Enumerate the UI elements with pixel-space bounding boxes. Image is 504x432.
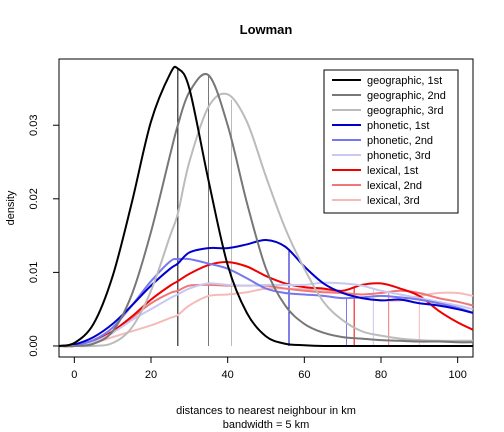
x-tick-label: 0 (71, 369, 77, 381)
plot-frame (58, 58, 474, 358)
legend-label-5: phonetic, 3rd (367, 150, 431, 162)
axis-ticks (53, 124, 459, 363)
legend-label-6: lexical, 1st (367, 165, 418, 177)
series-line-5 (58, 281, 474, 348)
y-tick-label: 0.03 (28, 115, 40, 136)
series-line-1 (58, 72, 474, 348)
x-tick-label: 100 (448, 369, 466, 381)
legend-box (323, 69, 459, 214)
legend-label-7: lexical, 2nd (367, 180, 422, 192)
y-tick-label: 0.02 (28, 188, 40, 209)
y-tick-label: 0.01 (28, 262, 40, 283)
legend-label-1: geographic, 2nd (367, 90, 446, 102)
series-line-2 (58, 92, 473, 348)
series-markers (177, 68, 420, 346)
chart-title: Lowman (240, 22, 293, 37)
legend-label-2: geographic, 3rd (367, 105, 443, 117)
y-tick-label: 0.00 (28, 335, 40, 356)
series-line-0 (58, 65, 473, 348)
legend-label-4: phonetic, 2nd (367, 135, 433, 147)
legend: geographic, 1st geographic, 2nd geographic… (323, 69, 459, 214)
legend-label-0: geographic, 1st (367, 75, 442, 87)
x-tick-labels: 0 20 40 60 80 100 (71, 369, 467, 381)
series-line-3 (58, 239, 474, 347)
x-tick-label: 20 (145, 369, 157, 381)
x-tick-label: 80 (375, 369, 387, 381)
series-lines (58, 65, 474, 348)
y-axis-label: density (5, 190, 17, 225)
legend-label-8: lexical, 3rd (367, 195, 420, 207)
legend-label-3: phonetic, 1st (367, 120, 429, 132)
x-axis-sublabel: bandwidth = 5 km (223, 419, 310, 431)
series-line-6 (58, 261, 474, 348)
x-tick-label: 60 (298, 369, 310, 381)
x-axis-label: distances to nearest neighbour in km (176, 405, 356, 417)
y-tick-labels: 0.00 0.01 0.02 0.03 (28, 115, 40, 357)
x-tick-label: 40 (222, 369, 234, 381)
